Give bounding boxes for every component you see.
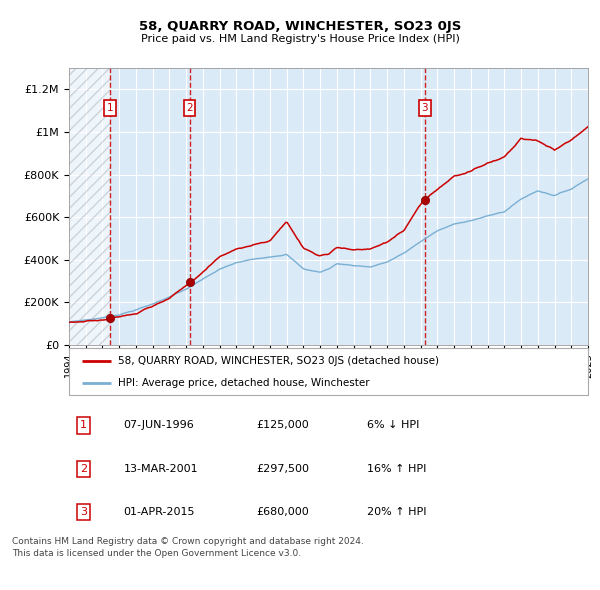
Text: 3: 3 [80,507,87,517]
Text: 58, QUARRY ROAD, WINCHESTER, SO23 0JS: 58, QUARRY ROAD, WINCHESTER, SO23 0JS [139,20,461,33]
Text: 13-MAR-2001: 13-MAR-2001 [124,464,198,474]
Text: 6% ↓ HPI: 6% ↓ HPI [367,421,420,430]
Text: 2: 2 [186,103,193,113]
Text: Contains HM Land Registry data © Crown copyright and database right 2024.
This d: Contains HM Land Registry data © Crown c… [12,537,364,558]
Text: 01-APR-2015: 01-APR-2015 [124,507,195,517]
Text: £680,000: £680,000 [256,507,308,517]
Text: 1: 1 [107,103,113,113]
Text: 07-JUN-1996: 07-JUN-1996 [124,421,194,430]
Text: £125,000: £125,000 [256,421,308,430]
Text: 16% ↑ HPI: 16% ↑ HPI [367,464,427,474]
FancyBboxPatch shape [69,348,588,395]
Text: HPI: Average price, detached house, Winchester: HPI: Average price, detached house, Winc… [118,378,370,388]
Text: £297,500: £297,500 [256,464,309,474]
Text: Price paid vs. HM Land Registry's House Price Index (HPI): Price paid vs. HM Land Registry's House … [140,34,460,44]
Bar [69,68,110,345]
Text: 3: 3 [421,103,428,113]
Text: 2: 2 [80,464,87,474]
Text: 20% ↑ HPI: 20% ↑ HPI [367,507,427,517]
Text: 1: 1 [80,421,87,430]
Text: 58, QUARRY ROAD, WINCHESTER, SO23 0JS (detached house): 58, QUARRY ROAD, WINCHESTER, SO23 0JS (d… [118,356,439,366]
